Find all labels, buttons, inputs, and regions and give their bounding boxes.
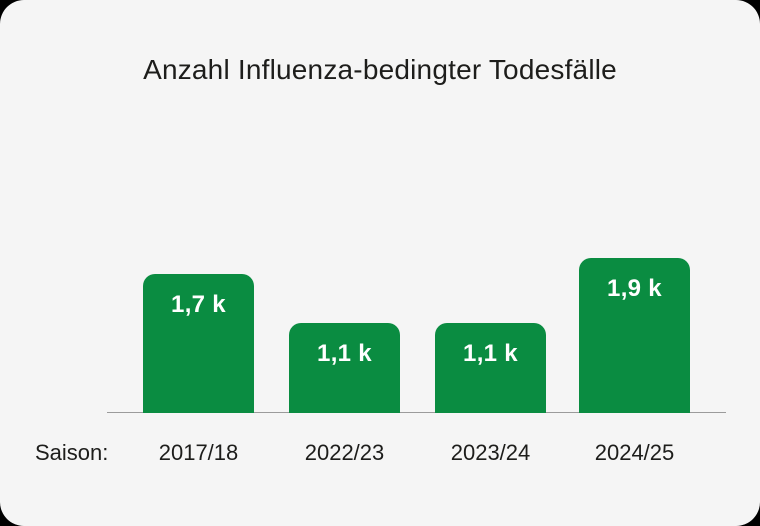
bar-2023/24: 1,1 k bbox=[435, 323, 546, 413]
bar-value-label: 1,1 k bbox=[317, 340, 372, 367]
x-axis-labels: Saison: 2017/18 2022/23 2023/24 2024/25 bbox=[0, 440, 760, 470]
bar-value-label: 1,9 k bbox=[607, 275, 662, 302]
bar-value-label: 1,1 k bbox=[463, 340, 518, 367]
x-axis-category-label: 2024/25 bbox=[594, 440, 675, 465]
x-axis-category-label: 2017/18 bbox=[158, 440, 239, 465]
x-axis-category-label: 2023/24 bbox=[450, 440, 531, 465]
bar-value-label: 1,7 k bbox=[171, 291, 226, 318]
bar-chart: 1,7 k 1,1 k 1,1 k 1,9 k bbox=[107, 258, 726, 413]
x-axis-prefix-label: Saison: bbox=[35, 440, 109, 465]
bar-2024/25: 1,9 k bbox=[579, 258, 690, 413]
bar-2017/18: 1,7 k bbox=[143, 274, 254, 413]
x-axis-line bbox=[107, 411, 726, 413]
bar-2022/23: 1,1 k bbox=[289, 323, 400, 413]
chart-title: Anzahl Influenza-bedingter Todesfälle bbox=[143, 54, 617, 85]
x-axis-category-label: 2022/23 bbox=[304, 440, 385, 465]
